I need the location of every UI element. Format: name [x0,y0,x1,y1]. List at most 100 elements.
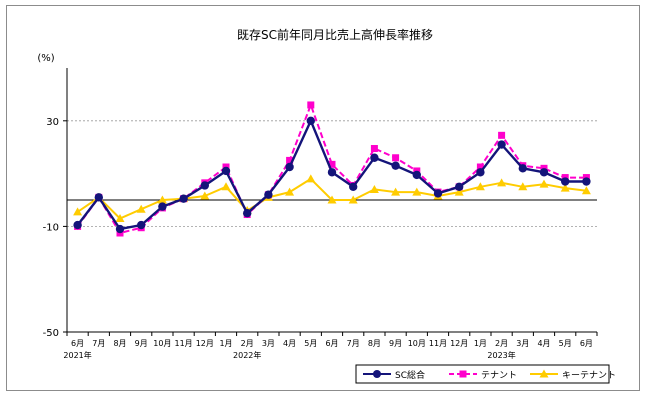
data-point [518,164,527,173]
x-tick-label: 4月 [283,339,296,348]
data-point [200,191,210,200]
legend-item: SC総合 [363,369,425,381]
x-tick-label: 6月 [325,339,338,348]
data-point [539,168,549,177]
y-tick-label: -50 [43,328,59,339]
data-point [518,182,528,191]
data-point [348,195,358,204]
legend-label: キーテナント [562,370,616,381]
x-tick-label: 10月 [153,339,171,348]
data-point [454,187,464,196]
x-tick-label: 7月 [92,339,105,348]
data-point [327,168,337,177]
data-point [285,187,295,196]
data-point [433,189,443,198]
data-point [243,209,252,218]
legend-item: テナント [449,370,517,381]
legend-item: キーテナント [530,369,616,381]
legend-marker [459,370,467,378]
x-year-label: 2023年 [487,350,515,360]
data-point [349,182,358,191]
x-tick-label: 6月 [580,339,593,348]
data-point [115,213,125,222]
data-point [369,184,379,193]
data-point [412,170,421,180]
x-tick-label: 11月 [175,339,193,348]
data-point [221,166,231,176]
data-point [327,195,337,204]
data-point [179,194,188,203]
data-point [158,202,167,211]
data-point [392,154,400,162]
data-point [307,101,315,109]
x-year-label: 2021年 [63,350,91,360]
x-tick-label: 10月 [408,339,426,348]
x-tick-label: 1月 [474,339,487,348]
y-axis-unit-label: (%) [37,53,54,64]
x-tick-label: 1月 [219,339,232,348]
data-point [115,224,125,234]
legend: SC総合 テナント キーテナント [355,364,616,384]
data-point [200,181,209,190]
data-point [157,195,167,204]
x-tick-label: 9月 [135,339,148,348]
data-point [560,183,570,192]
x-tick-label: 12月 [196,339,214,348]
data-point [561,177,570,186]
data-point [73,220,82,230]
data-point [306,116,315,126]
data-point [285,162,294,172]
x-tick-label: 4月 [537,339,550,348]
data-point [221,182,231,191]
data-point [497,178,507,187]
legend-label: テナント [481,370,517,381]
data-point [391,161,400,170]
x-tick-label: 6月 [71,339,84,348]
x-tick-label: 3月 [262,339,275,348]
data-point [412,187,422,196]
x-tick-label: 3月 [516,339,529,348]
series-layer [73,101,591,237]
chart-title: 既存SC前年同月比売上高伸長率推移 [237,27,433,42]
data-point [539,179,549,188]
line-chart: 既存SC前年同月比売上高伸長率推移 (%) 30 -10 -50 6月 7月 8月 9月 10… [37,27,616,384]
y-tick-label: -10 [43,222,59,233]
data-point [370,153,379,162]
legend-box [355,364,610,384]
x-tick-label: 5月 [304,339,317,348]
data-point [455,182,464,191]
data-point [328,160,336,168]
x-tick-label: 5月 [559,339,572,348]
x-tick-label: 9月 [389,339,402,348]
data-point [581,186,591,195]
data-point [391,187,401,196]
x-year-label: 2022年 [233,350,261,360]
data-point [73,207,83,216]
x-tick-label: 2月 [495,339,508,348]
series-1 [73,116,591,234]
data-point [475,182,485,191]
x-tick-label: 7月 [347,339,360,348]
legend-marker [373,370,381,378]
data-point [306,174,316,183]
data-point [94,193,104,202]
x-tick-label: 8月 [368,339,381,348]
data-point [582,177,591,186]
x-tick-label: 8月 [113,339,126,348]
data-point [497,140,506,149]
data-point [286,156,294,164]
legend-label: SC総合 [395,369,425,381]
chart-frame: 既存SC前年同月比売上高伸長率推移 (%) 30 -10 -50 6月 7月 8月 9月 10… [6,5,640,391]
x-tick-label: 11月 [429,339,447,348]
data-point [264,190,273,199]
series-3 [73,174,591,222]
data-point [136,204,146,213]
data-point [498,131,506,139]
data-point [476,163,484,171]
x-tick-label: 12月 [450,339,468,348]
x-tick-label: 2月 [241,339,254,348]
data-point [137,220,146,230]
legend-marker [539,369,549,378]
data-point [370,145,378,153]
